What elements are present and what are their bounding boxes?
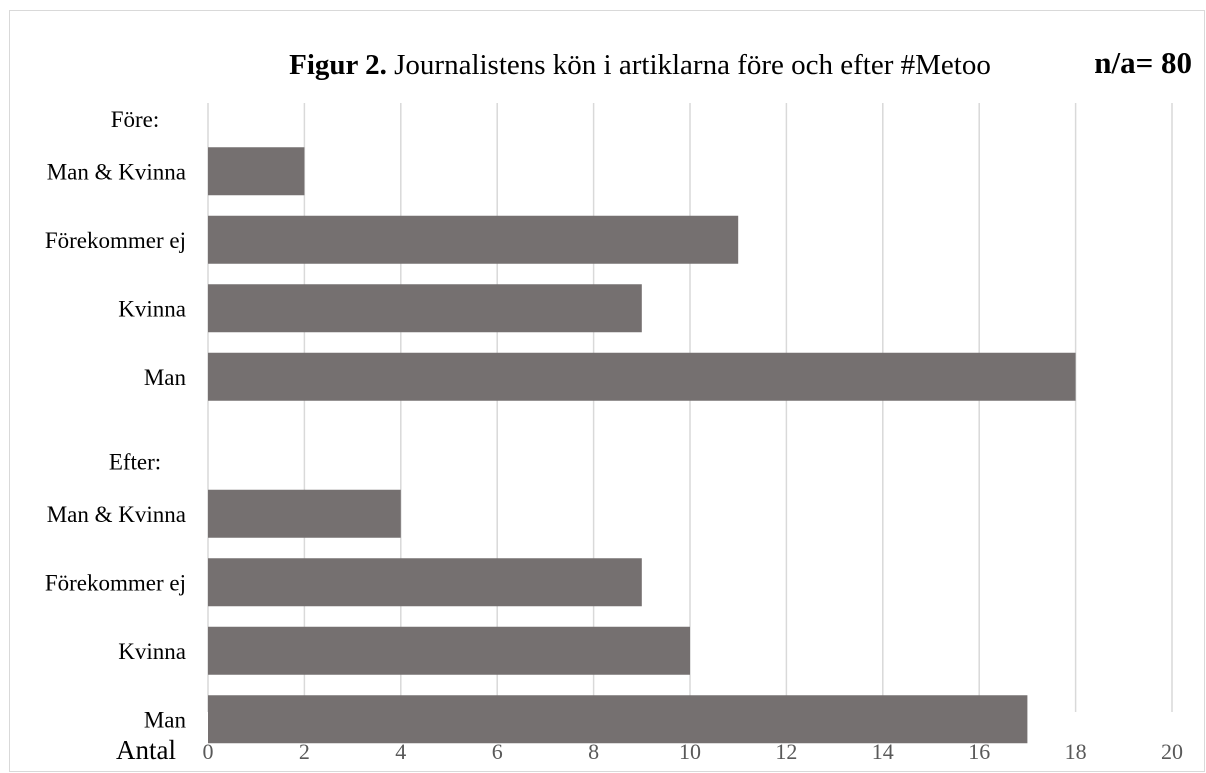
category-label: Man (144, 365, 187, 390)
bar (208, 147, 305, 196)
category-label: Man & Kvinna (47, 502, 186, 527)
x-tick-label: 12 (775, 739, 797, 764)
x-tick-label: 18 (1065, 739, 1087, 764)
x-tick-label: 8 (588, 739, 599, 764)
x-tick-label: 16 (968, 739, 990, 764)
category-labels: Före: Man & Kvinna Förekommer ej Kvinna Man E… (45, 107, 187, 733)
category-label: Förekommer ej (45, 570, 186, 595)
sample-size-note: n/a= 80 (1094, 45, 1192, 80)
group-label: Före: (111, 107, 160, 132)
gridlines (207, 103, 1173, 712)
x-axis-title: Antal (116, 735, 176, 765)
bars (208, 147, 1076, 744)
category-label: Kvinna (118, 639, 186, 664)
bar (208, 558, 642, 607)
group-label: Efter: (109, 449, 161, 474)
x-tick-label: 6 (492, 739, 503, 764)
chart-title-bold: Figur 2. (289, 49, 387, 81)
bar (208, 284, 642, 333)
x-tick-label: 2 (299, 739, 310, 764)
bar (208, 352, 1076, 401)
chart-title: Figur 2. Journalistens kön i artiklarna … (0, 49, 1206, 82)
bar (208, 215, 739, 264)
bar (208, 626, 690, 675)
category-label: Förekommer ej (45, 228, 186, 253)
bar (208, 695, 1028, 744)
chart-title-text: Journalistens kön i artiklarna före och … (394, 49, 991, 81)
x-tick-label: 4 (395, 739, 406, 764)
x-tick-label: 20 (1161, 739, 1183, 764)
x-tick-labels: 0 2 4 6 8 10 12 14 16 18 20 (203, 739, 1184, 764)
x-tick-label: 0 (203, 739, 214, 764)
category-label: Man (144, 707, 187, 732)
category-label: Kvinna (118, 296, 186, 321)
x-tick-label: 14 (872, 739, 894, 764)
bar (208, 489, 401, 538)
x-tick-label: 10 (679, 739, 701, 764)
category-label: Man & Kvinna (47, 159, 186, 184)
